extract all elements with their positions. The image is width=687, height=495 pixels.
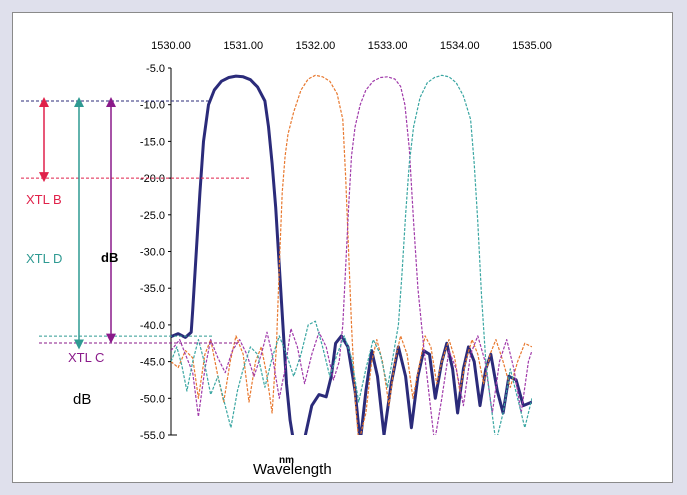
series-line-3 [171,76,532,435]
series-line-1 [171,74,532,435]
x-tick-label: 1532.00 [296,40,336,52]
y-tick-label: -10.0 [140,100,165,112]
wavelength-chart: 1530.00 1531.00 1532.00 1533.00 1534.00 1535.… [21,40,552,478]
xtl-c-label: XTL C [68,350,104,365]
series-line-2 [171,74,532,435]
x-tick-label: 1534.00 [440,40,480,52]
y-tick-labels: -5.0 -10.0 -15.0 -20.0 -25.0 -30.0 -35.0 -40.0 -… [140,63,171,442]
y-tick-label: -15.0 [140,136,165,148]
x-axis-unit: nm [279,455,294,466]
reference-lines [21,100,251,344]
series-line-4 [171,74,532,435]
y-tick-label: -5.0 [146,63,165,75]
crosstalk-arrows [39,97,116,350]
y-tick-label: -25.0 [140,210,165,222]
chart-frame: 1530.00 1531.00 1532.00 1533.00 1534.00 1535.… [12,12,673,483]
series-group [171,74,532,435]
y-axis-label: dB [73,391,91,408]
xtl-b-label: XTL B [26,192,62,207]
x-tick-label: 1530.00 [151,40,191,52]
x-axis-label: Wavelength [253,461,332,478]
y-tick-label: -20.0 [140,173,165,185]
x-tick-label: 1535.00 [512,40,552,52]
y-tick-label: -45.0 [140,357,165,369]
y-tick-label: -50.0 [140,393,165,405]
x-tick-label: 1531.00 [223,40,263,52]
y-tick-label: -55.0 [140,430,165,442]
x-tick-labels: 1530.00 1531.00 1532.00 1533.00 1534.00 1535.… [151,40,552,52]
x-tick-label: 1533.00 [368,40,408,52]
y-tick-label: -35.0 [140,283,165,295]
xtl-d-label: XTL D [26,251,62,266]
y-tick-label: -40.0 [140,320,165,332]
y-axis-label-bold: dB [101,250,118,265]
y-tick-label: -30.0 [140,247,165,259]
